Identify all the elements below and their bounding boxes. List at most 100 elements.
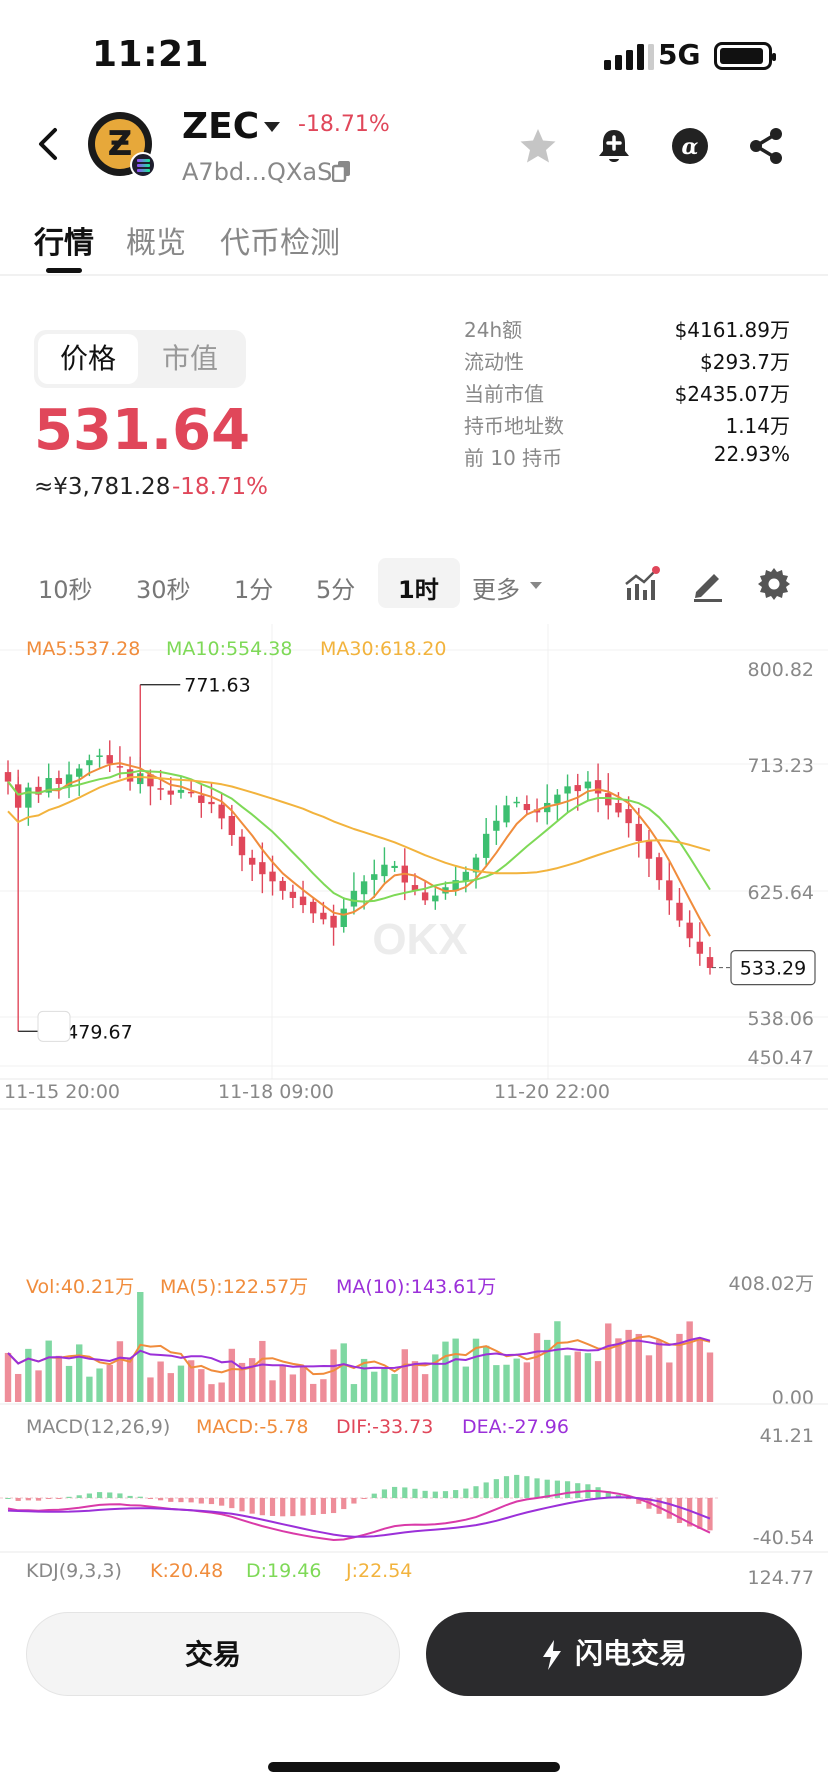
vol-ma10-line bbox=[7, 1336, 711, 1370]
macd-histogram-bar bbox=[503, 1476, 510, 1498]
token-symbol[interactable]: ZEC bbox=[182, 106, 260, 147]
candle-body bbox=[126, 769, 134, 782]
macd-histogram-bar bbox=[595, 1487, 601, 1498]
stat-value-holders: 1.14万 bbox=[725, 414, 790, 438]
kline-chart[interactable]: OKX 771.63 479.67 800.82 713.23 625.64 538.06 4… bbox=[0, 624, 828, 1584]
macd-histogram-bar bbox=[687, 1498, 693, 1527]
candle-body bbox=[228, 815, 236, 836]
flash-trade-label: 闪电交易 bbox=[574, 1637, 687, 1670]
macd-histogram-bar bbox=[483, 1482, 489, 1498]
flash-trade-button[interactable]: 闪电交易 bbox=[426, 1612, 802, 1696]
volume-bar bbox=[360, 1358, 368, 1402]
macd-histogram-bar bbox=[290, 1498, 296, 1517]
copy-icon[interactable] bbox=[332, 160, 352, 182]
tab-token-check[interactable]: 代币检测 bbox=[220, 226, 340, 261]
chevron-down-icon[interactable] bbox=[264, 122, 280, 132]
indicator-icon[interactable] bbox=[624, 566, 660, 602]
interval-10s[interactable]: 10秒 bbox=[38, 576, 93, 604]
candle-body bbox=[645, 840, 653, 859]
price-change: -18.71% bbox=[172, 474, 268, 500]
interval-30s[interactable]: 30秒 bbox=[136, 576, 191, 604]
candle-body bbox=[147, 774, 154, 787]
volume-bar bbox=[157, 1361, 164, 1402]
toggle-price[interactable]: 价格 bbox=[38, 334, 138, 384]
volume-bar bbox=[299, 1366, 307, 1402]
macd-histogram-bar bbox=[330, 1498, 337, 1514]
bell-plus-icon[interactable] bbox=[594, 126, 634, 166]
lightning-icon bbox=[542, 1640, 561, 1670]
volume-bar bbox=[238, 1362, 246, 1402]
draw-icon[interactable] bbox=[690, 566, 726, 602]
high-marker-label: 771.63 bbox=[184, 675, 250, 697]
volume-bar bbox=[391, 1374, 398, 1402]
candle-body bbox=[187, 791, 195, 794]
volume-bar bbox=[35, 1370, 42, 1402]
volume-bar bbox=[350, 1384, 358, 1402]
legend-dea: DEA:-27.96 bbox=[462, 1416, 569, 1438]
star-icon[interactable] bbox=[518, 126, 558, 166]
macd-histogram-bar bbox=[25, 1498, 31, 1501]
svg-text:α: α bbox=[682, 134, 699, 160]
interval-active-bg bbox=[378, 558, 460, 608]
stat-label-top10: 前 10 持币 bbox=[464, 446, 563, 470]
candle-body bbox=[340, 908, 347, 928]
interval-1m[interactable]: 1分 bbox=[234, 576, 274, 604]
tab-overview[interactable]: 概览 bbox=[126, 226, 186, 261]
alpha-icon[interactable]: α bbox=[670, 126, 710, 166]
volume-bar bbox=[655, 1340, 663, 1402]
token-address: A7bd...QXaS bbox=[182, 158, 333, 186]
volume-bar bbox=[503, 1364, 510, 1402]
candle-body bbox=[462, 871, 470, 881]
stat-label-liquidity: 流动性 bbox=[464, 350, 524, 374]
volume-bar bbox=[676, 1333, 683, 1402]
volume-bar bbox=[432, 1354, 439, 1402]
candle-body bbox=[696, 941, 704, 954]
volume-bar bbox=[411, 1361, 419, 1402]
toggle-market-cap[interactable]: 市值 bbox=[161, 342, 218, 375]
macd-histogram-bar bbox=[524, 1476, 530, 1498]
legend-kdj-title: KDJ(9,3,3) bbox=[26, 1560, 122, 1582]
volume-bar bbox=[218, 1382, 225, 1402]
current-price-label: 533.29 bbox=[740, 958, 806, 980]
volume-bar bbox=[86, 1376, 93, 1402]
chevron-down-icon[interactable] bbox=[530, 582, 542, 589]
candle-body bbox=[544, 802, 551, 813]
candle-body bbox=[452, 880, 459, 891]
candle-body bbox=[482, 833, 490, 858]
candle-body bbox=[310, 901, 317, 914]
legend-ma30: MA30:618.20 bbox=[320, 638, 447, 660]
current-price: 531.64 bbox=[34, 398, 251, 463]
interval-1h[interactable]: 1时 bbox=[398, 576, 439, 604]
tab-market[interactable]: 行情 bbox=[34, 226, 94, 261]
macd-histogram-bar bbox=[605, 1491, 611, 1498]
volume-bar bbox=[421, 1374, 429, 1402]
back-icon[interactable] bbox=[30, 124, 70, 164]
macd-axis-bottom: -40.54 bbox=[753, 1527, 814, 1549]
volume-bar bbox=[706, 1352, 714, 1402]
candle-body bbox=[299, 896, 307, 906]
macd-histogram-bar bbox=[86, 1493, 92, 1498]
volume-bar bbox=[320, 1379, 327, 1402]
candle-body bbox=[371, 874, 378, 880]
volume-bar bbox=[137, 1292, 144, 1402]
interval-more[interactable]: 更多 bbox=[472, 576, 520, 604]
settings-icon[interactable] bbox=[756, 566, 792, 602]
volume-bar bbox=[65, 1365, 73, 1402]
candle-body bbox=[432, 895, 439, 902]
volume-bar bbox=[666, 1362, 673, 1402]
price-cny: ≈¥3,781.28 bbox=[34, 474, 171, 500]
volume-bar bbox=[533, 1333, 541, 1402]
interval-5m[interactable]: 5分 bbox=[316, 576, 356, 604]
macd-histogram-bar bbox=[554, 1480, 560, 1498]
volume-bar bbox=[248, 1358, 256, 1402]
candle-body bbox=[35, 786, 42, 795]
macd-histogram-bar bbox=[381, 1489, 388, 1498]
share-icon[interactable] bbox=[746, 126, 786, 166]
candle-body bbox=[25, 787, 32, 808]
volume-bar bbox=[544, 1339, 551, 1402]
macd-histogram-bar bbox=[5, 1498, 11, 1499]
volume-bar bbox=[126, 1357, 134, 1402]
candle-body bbox=[635, 823, 642, 841]
trade-button[interactable]: 交易 bbox=[26, 1612, 400, 1696]
candle-body bbox=[238, 836, 246, 856]
